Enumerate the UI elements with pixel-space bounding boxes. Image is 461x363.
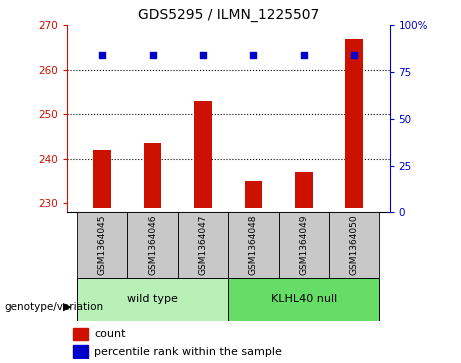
Bar: [345, 39, 363, 208]
Text: count: count: [94, 329, 126, 339]
Point: [99, 52, 106, 58]
Text: GSM1364047: GSM1364047: [199, 215, 207, 275]
Bar: [295, 172, 313, 208]
Point: [300, 52, 307, 58]
Text: wild type: wild type: [127, 294, 178, 305]
Bar: [77, 278, 228, 321]
Bar: [93, 150, 111, 208]
Text: GSM1364050: GSM1364050: [350, 215, 359, 276]
Title: GDS5295 / ILMN_1225507: GDS5295 / ILMN_1225507: [137, 8, 319, 22]
Bar: [73, 345, 88, 358]
Text: ▶: ▶: [63, 302, 71, 312]
Bar: [194, 101, 212, 208]
Point: [350, 52, 358, 58]
Text: GSM1364046: GSM1364046: [148, 215, 157, 275]
Point: [199, 52, 207, 58]
Text: genotype/variation: genotype/variation: [5, 302, 104, 312]
Text: percentile rank within the sample: percentile rank within the sample: [94, 347, 282, 356]
Bar: [127, 212, 178, 278]
Text: GSM1364048: GSM1364048: [249, 215, 258, 275]
Bar: [73, 328, 88, 340]
Text: GSM1364045: GSM1364045: [98, 215, 106, 275]
Point: [149, 52, 156, 58]
Point: [250, 52, 257, 58]
Bar: [77, 212, 127, 278]
Bar: [228, 212, 278, 278]
Bar: [245, 181, 262, 208]
Bar: [178, 212, 228, 278]
Bar: [329, 212, 379, 278]
Text: KLHL40 null: KLHL40 null: [271, 294, 337, 305]
Text: GSM1364049: GSM1364049: [299, 215, 308, 275]
Bar: [144, 143, 161, 208]
Bar: [278, 212, 329, 278]
Bar: [228, 278, 379, 321]
